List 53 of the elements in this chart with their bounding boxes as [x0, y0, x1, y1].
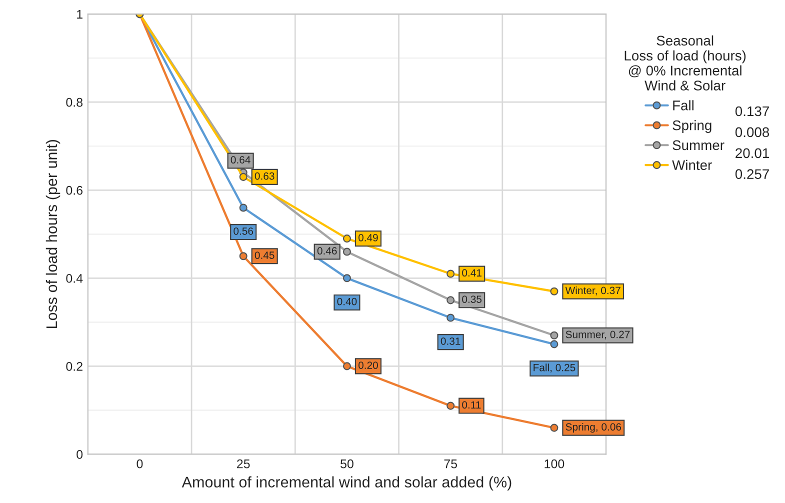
legend-label: Fall [673, 100, 694, 110]
y-tick-label: 0.6 [66, 186, 83, 195]
data-label: 0.20 [358, 362, 378, 369]
point [342, 274, 351, 282]
x-tick-label: 25 [237, 459, 250, 468]
text: 20.01 [736, 148, 769, 158]
x-tick-label: 50 [340, 459, 354, 468]
point [550, 287, 558, 296]
legend-title: Seasonal Loss of load (hours) @ 0% Incremental Wind & Solar [624, 35, 746, 90]
point [550, 340, 558, 348]
x-axis-title: Amount of incremental wind and solar added (%) [182, 476, 512, 491]
data-label: 0.46 [317, 247, 337, 255]
point [446, 270, 455, 278]
legend-label: Summer [672, 140, 724, 150]
y-tick-label: 0.2 [66, 362, 82, 371]
text: 0.257 [735, 169, 769, 180]
data-label: 0.45 [254, 252, 274, 259]
y-tick-label: 1 [77, 10, 82, 19]
y-axis-title: Loss of load hours (per unit) [46, 140, 60, 328]
point [239, 204, 248, 212]
point [239, 252, 248, 260]
x-tick-label: 75 [444, 460, 458, 468]
point [446, 296, 455, 304]
data-label: 0.31 [440, 337, 460, 345]
legend-label: Winter [672, 160, 712, 170]
point [342, 234, 351, 243]
data-label: Spring, 0.06 [566, 422, 622, 433]
text: 0.137 [735, 106, 769, 116]
x-tick-label: 100 [544, 459, 564, 468]
data-label: 0.64 [230, 156, 250, 164]
data-label: 0.63 [254, 172, 274, 180]
text: 0.008 [735, 127, 770, 138]
point [550, 331, 558, 340]
data-label: 0.40 [337, 298, 357, 306]
data-label: 0.35 [462, 296, 482, 303]
data-label: Winter, 0.37 [565, 286, 620, 296]
y-tick-label: 0.4 [66, 274, 83, 283]
y-tick-label: 0 [76, 450, 83, 459]
legend-label: Spring [672, 120, 712, 133]
data-label: 0.11 [462, 401, 481, 409]
data-label: 0.56 [234, 227, 254, 235]
point [342, 362, 351, 370]
data-label: 0.49 [358, 234, 378, 242]
data-label: 0.41 [462, 269, 482, 277]
point [446, 402, 455, 410]
point [239, 172, 248, 181]
point [342, 248, 351, 256]
data-label: Summer, 0.27 [566, 330, 630, 340]
y-tick-label: 0.8 [66, 98, 83, 107]
point [446, 314, 455, 322]
x-tick-label: 0 [136, 459, 143, 468]
data-label: Fall, 0.25 [534, 364, 576, 373]
point [550, 424, 558, 432]
